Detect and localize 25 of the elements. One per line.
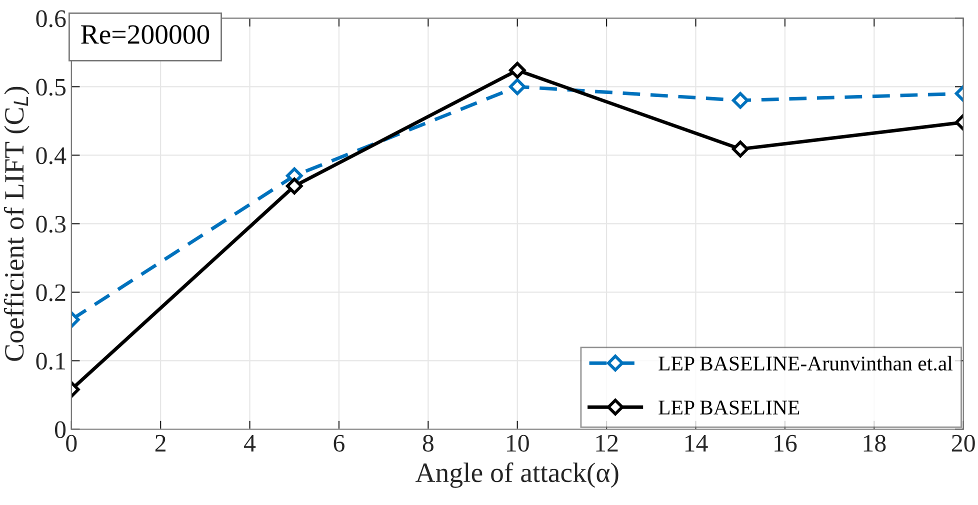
y-tick-label: 0.3 [36, 216, 66, 233]
x-tick-label: 4 [244, 435, 256, 452]
y-tick-label: 0 [54, 421, 66, 438]
y-tick-label: 0.5 [36, 78, 66, 96]
x-tick-label: 6 [334, 434, 344, 452]
point [508, 78, 526, 96]
legend-label: LEP BASELINE-Arunvinthan et.al [658, 356, 953, 371]
y-tick-label: 0.1 [36, 352, 66, 370]
x-tick-label: 18 [864, 434, 886, 452]
y-tick-label: 0.2 [36, 284, 66, 302]
x-tick-label: 16 [774, 434, 797, 452]
x-tick-label: 14 [685, 434, 708, 452]
annotation: Re=200000 [81, 25, 210, 44]
x-tick-label: 12 [596, 434, 618, 452]
y-axis-title: Coefficient of LIFT (C$_{L}$) [4, 86, 30, 361]
x-tick-label: 10 [507, 434, 529, 452]
x-tick-label: 8 [422, 434, 434, 452]
x-tick-label: 20 [952, 434, 975, 452]
y-tick-label: 0.4 [36, 147, 66, 164]
x-axis-title: Angle of attack(α) [415, 462, 618, 488]
x-tick-label: 0 [66, 434, 77, 452]
x-tick-label: 2 [155, 434, 166, 452]
point [508, 62, 526, 79]
legend-label: LEP BASELINE [658, 400, 800, 415]
y-tick-label: 0.6 [36, 10, 66, 28]
